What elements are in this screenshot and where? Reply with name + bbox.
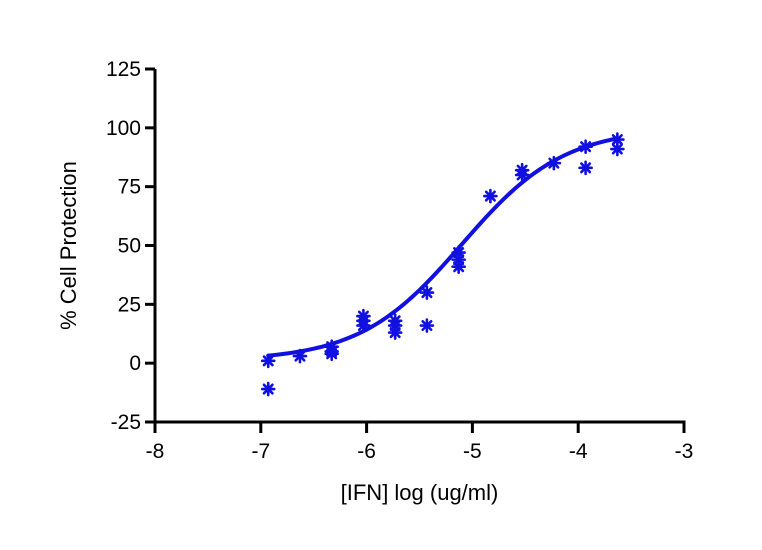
axes-layer: -25 0 25 50 75 100 125 -8 -7 -6 -5 -4 -3	[106, 58, 693, 463]
data-point	[419, 318, 435, 333]
data-point	[419, 285, 435, 300]
y-axis-title: % Cell Protection	[56, 161, 81, 330]
x-tick-label: -6	[357, 440, 376, 463]
data-point	[578, 160, 593, 176]
fit-curve-layer	[266, 136, 620, 358]
x-axis-ticks: -8 -7 -6 -5 -4 -3	[146, 422, 694, 463]
y-tick-label: 25	[118, 293, 141, 316]
data-point	[451, 245, 466, 260]
data-point	[292, 348, 308, 364]
data-point	[387, 313, 403, 329]
data-point	[610, 141, 625, 157]
y-axis-ticks: -25 0 25 50 75 100 125	[106, 58, 155, 434]
x-axis-title: [IFN] log (ug/ml)	[341, 480, 499, 505]
y-tick-label: 0	[129, 352, 141, 375]
data-point	[260, 353, 276, 369]
x-tick-label: -7	[251, 440, 270, 463]
y-tick-label: 100	[106, 117, 141, 140]
data-point	[356, 308, 371, 324]
fit-curve-line	[266, 136, 620, 358]
x-tick-label: -3	[675, 440, 694, 463]
data-point	[260, 381, 276, 397]
y-tick-label: 125	[106, 58, 141, 81]
x-tick-label: -4	[569, 440, 588, 463]
x-tick-label: -8	[146, 440, 165, 463]
data-point	[610, 132, 625, 147]
x-tick-label: -5	[463, 440, 482, 463]
data-point	[546, 155, 562, 171]
y-tick-label: 50	[118, 235, 141, 258]
data-points-layer	[260, 132, 625, 397]
y-tick-label: 75	[118, 176, 141, 199]
data-point	[483, 188, 498, 204]
y-tick-label: -25	[111, 411, 141, 434]
data-point	[578, 139, 593, 154]
data-point	[514, 162, 530, 178]
data-point	[324, 339, 339, 354]
